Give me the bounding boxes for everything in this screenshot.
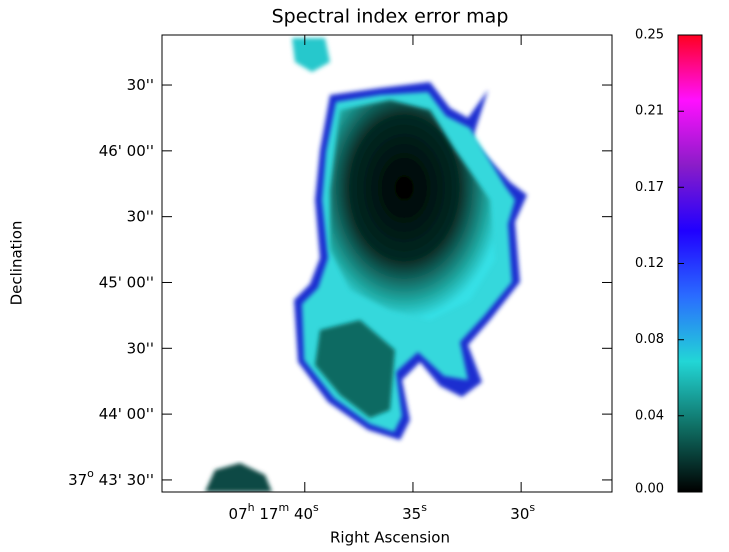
tick-label-part: 30'' xyxy=(127,339,154,357)
colorbar-tick-label: 0.00 xyxy=(635,482,664,497)
tick-label: 35s xyxy=(402,501,427,523)
colorbar-tick-label: 0.25 xyxy=(635,28,664,43)
y-axis-label: Declination xyxy=(8,221,26,306)
tick-label: 30'' xyxy=(127,207,154,225)
map-image xyxy=(162,35,612,492)
tick-label-part: 40 xyxy=(289,505,313,523)
tick-label-part: 35 xyxy=(402,505,421,523)
x-axis-label: Right Ascension xyxy=(330,529,450,547)
colorbar-tick-label: 0.17 xyxy=(635,180,664,195)
tick-label-part: 30'' xyxy=(127,207,154,225)
tick-label-part: 45' 00'' xyxy=(99,273,154,291)
tick-label-sup: h xyxy=(248,501,255,514)
tick-label-part: 30 xyxy=(510,505,529,523)
tick-label-sup: s xyxy=(421,501,427,514)
tick-label: 30'' xyxy=(127,76,154,94)
tick-label: 07h 17m 40s xyxy=(229,501,320,523)
tick-label-sup: s xyxy=(313,501,319,514)
chart-title: Spectral index error map xyxy=(272,6,509,28)
colorbar-tick-label: 0.04 xyxy=(635,408,664,423)
tick-label: 30s xyxy=(510,501,535,523)
tick-label-sup: o xyxy=(87,467,94,480)
tick-label: 45' 00'' xyxy=(99,273,154,291)
tick-label-part: 44' 00'' xyxy=(99,405,154,423)
tick-label: 30'' xyxy=(127,339,154,357)
tick-label-part: 17 xyxy=(255,505,279,523)
tick-label-sup: s xyxy=(529,501,535,514)
tick-label: 46' 00'' xyxy=(99,141,154,159)
tick-label-part: 43' 30'' xyxy=(94,470,154,488)
plot-frame xyxy=(161,34,613,493)
colorbar-tick-label: 0.21 xyxy=(635,104,664,119)
colorbar-tick-label: 0.12 xyxy=(635,256,664,271)
tick-label-sup: m xyxy=(278,501,289,514)
tick-label-part: 46' 00'' xyxy=(99,141,154,159)
tick-label: 44' 00'' xyxy=(99,405,154,423)
tick-label-part: 07 xyxy=(229,505,248,523)
tick-label-part: 37 xyxy=(68,470,87,488)
colorbar-tick-label: 0.08 xyxy=(635,332,664,347)
tick-label-part: 30'' xyxy=(127,76,154,94)
tick-label: 37o 43' 30'' xyxy=(68,467,154,489)
